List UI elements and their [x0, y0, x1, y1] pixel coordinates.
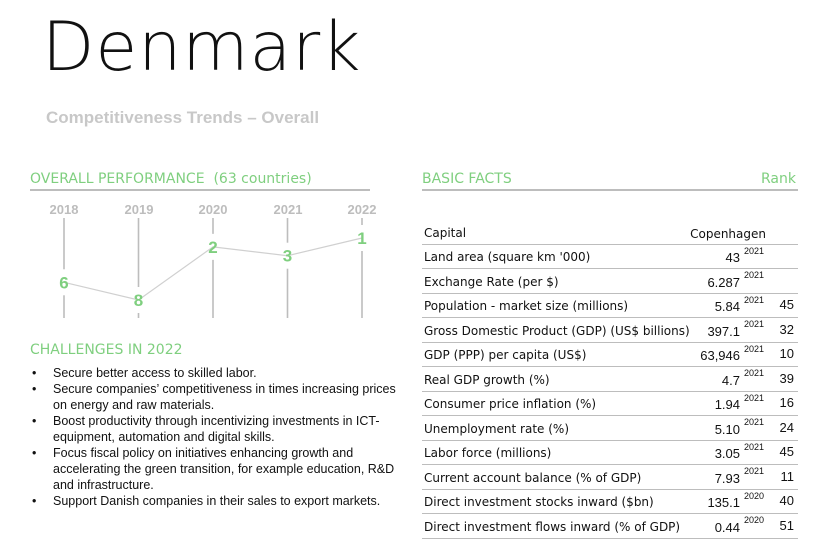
fact-year: 2021	[744, 392, 765, 403]
fact-row: Population - market size (millions) 5.84…	[422, 294, 798, 318]
rank-labels: 6 8 2 3 1	[59, 229, 366, 310]
fact-year: 2021	[744, 270, 765, 280]
fact-value: 63,946	[700, 348, 740, 363]
chart-gridlines	[63, 218, 363, 318]
fact-rank: 45	[779, 444, 794, 459]
fact-row: Consumer price inflation (%) 1.94 2021 1…	[422, 392, 798, 416]
fact-row: Exchange Rate (per $) 6.287 2021	[422, 269, 798, 294]
fact-row: Direct investment stocks inward ($bn) 13…	[422, 490, 798, 514]
fact-value: 135.1	[707, 495, 740, 510]
fact-row: Current account balance (% of GDP) 7.93 …	[422, 465, 798, 490]
fact-rank: 32	[779, 321, 794, 337]
fact-year: 2021	[744, 343, 765, 354]
fact-year: 2020	[744, 515, 765, 525]
fact-label: GDP (PPP) per capita (US$)	[424, 348, 587, 362]
fact-row: Unemployment rate (%) 5.10 2021 24	[422, 416, 798, 441]
basic-facts-title: BASIC FACTS	[422, 171, 512, 187]
basic-facts-header: BASIC FACTS Rank	[422, 171, 798, 191]
fact-label: Direct investment flows inward (% of GDP…	[424, 519, 681, 534]
fact-label: Direct investment stocks inward ($bn)	[424, 495, 654, 509]
fact-value: 5.10	[714, 421, 740, 437]
fact-value: Copenhagen	[690, 226, 766, 241]
fact-value: 4.7	[721, 372, 740, 388]
fact-rank: 10	[779, 346, 794, 361]
challenges-header: CHALLENGES IN 2022	[30, 342, 400, 360]
fact-rank: 24	[779, 419, 794, 435]
rank-value-label: 8	[134, 291, 143, 310]
rank-column-header: Rank	[761, 171, 796, 187]
challenge-item: Secure better access to skilled labor.	[30, 365, 400, 381]
fact-year: 2021	[744, 417, 765, 427]
fact-value: 0.44	[714, 519, 740, 535]
fact-rank: 45	[779, 297, 794, 312]
year-label: 2019	[124, 202, 154, 217]
fact-year: 2021	[744, 294, 765, 305]
country-title: Denmark	[42, 8, 362, 87]
fact-label: Land area (square km '000)	[424, 250, 591, 264]
overall-rank-chart: 6 8 2 3 1	[59, 218, 367, 318]
fact-value: 43	[725, 250, 740, 265]
fact-row-capital: Capital Copenhagen	[422, 220, 798, 245]
challenge-item: Support Danish companies in their sales …	[30, 493, 400, 509]
fact-row: Gross Domestic Product (GDP) (US$ billio…	[422, 318, 798, 343]
fact-label: Real GDP growth (%)	[424, 372, 550, 387]
fact-label: Capital	[424, 225, 467, 240]
fact-rank: 51	[779, 517, 794, 533]
fact-row: Land area (square km '000) 43 2021	[422, 245, 798, 269]
fact-rank: 11	[780, 468, 795, 484]
challenges-title: CHALLENGES IN 2022	[30, 342, 183, 358]
challenges-list: Secure better access to skilled labor. S…	[30, 365, 400, 509]
fact-value: 5.84	[714, 299, 740, 314]
fact-label: Gross Domestic Product (GDP) (US$ billio…	[424, 323, 690, 338]
fact-year: 2020	[744, 490, 765, 501]
year-label: 2018	[49, 202, 79, 217]
fact-rank: 39	[779, 370, 794, 386]
fact-label: Exchange Rate (per $)	[424, 274, 559, 289]
fact-row: GDP (PPP) per capita (US$) 63,946 2021 1…	[422, 343, 798, 367]
fact-row: Direct investment flows inward (% of GDP…	[422, 514, 798, 539]
year-label: 2020	[198, 202, 228, 217]
overall-performance-title: OVERALL PERFORMANCE (63 countries)	[30, 171, 312, 187]
year-label: 2022	[347, 202, 377, 217]
fact-year: 2021	[744, 319, 765, 329]
fact-year: 2021	[744, 441, 765, 452]
challenge-item: Focus fiscal policy on initiatives enhan…	[30, 445, 400, 493]
fact-value: 397.1	[707, 323, 740, 339]
fact-value: 7.93	[714, 470, 740, 486]
fact-label: Labor force (millions)	[424, 446, 552, 460]
fact-rank: 16	[779, 395, 794, 410]
challenge-item: Boost productivity through incentivizing…	[30, 413, 400, 445]
fact-year: 2021	[744, 368, 765, 378]
challenge-item: Secure companies’ competitiveness in tim…	[30, 381, 400, 413]
fact-label: Current account balance (% of GDP)	[424, 470, 642, 485]
fact-rank: 40	[779, 493, 794, 508]
fact-value: 6.287	[707, 274, 740, 290]
rank-value-label: 1	[357, 229, 366, 248]
fact-value: 3.05	[714, 446, 740, 461]
page-subtitle: Competitiveness Trends – Overall	[46, 108, 320, 127]
fact-label: Population - market size (millions)	[424, 299, 629, 313]
rank-value-label: 3	[283, 247, 292, 266]
rank-value-label: 6	[59, 273, 68, 292]
fact-label: Unemployment rate (%)	[424, 421, 570, 436]
rank-value-label: 2	[208, 238, 217, 257]
rank-trend-line	[63, 237, 363, 301]
fact-row: Labor force (millions) 3.05 2021 45	[422, 441, 798, 465]
year-label: 2021	[273, 202, 303, 217]
fact-label: Consumer price inflation (%)	[424, 397, 597, 411]
fact-row: Real GDP growth (%) 4.7 2021 39	[422, 367, 798, 392]
fact-value: 1.94	[714, 397, 740, 412]
fact-year: 2021	[744, 245, 765, 256]
basic-facts-table: Capital Copenhagen Land area (square km …	[422, 220, 798, 539]
overall-performance-header: OVERALL PERFORMANCE (63 countries)	[30, 171, 370, 191]
fact-year: 2021	[744, 466, 765, 476]
